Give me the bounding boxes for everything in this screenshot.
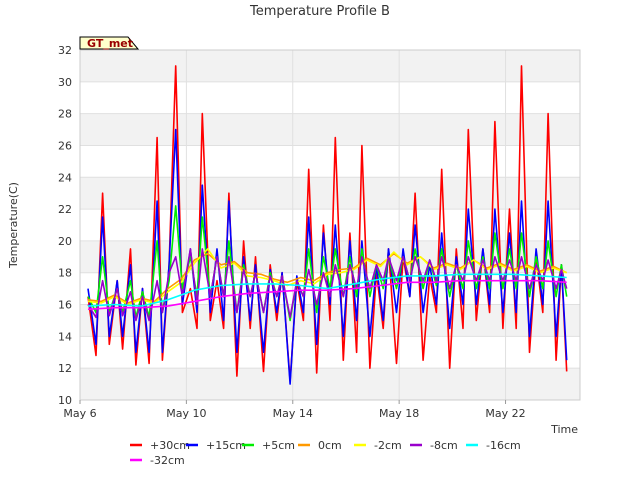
y-axis-ticks: 10 12 14 16 18 20 22 24 26 28 30 32 xyxy=(58,44,72,407)
series-line xyxy=(87,273,567,307)
series-layer xyxy=(87,65,568,385)
y-tick-label: 28 xyxy=(58,108,72,121)
x-tick-label: May 10 xyxy=(166,407,206,420)
legend-label: +5cm xyxy=(262,439,295,452)
x-axis-ticks: May 6 May 10 May 14 May 18 May 22 xyxy=(63,400,526,420)
legend-label: -8cm xyxy=(430,439,458,452)
y-tick-label: 22 xyxy=(58,203,72,216)
x-tick-label: May 22 xyxy=(485,407,525,420)
y-tick-label: 20 xyxy=(58,235,72,248)
x-tick-label: May 14 xyxy=(273,407,313,420)
series-line xyxy=(87,128,568,385)
legend: +30cm +15cm +5cm 0cm -2cm -8cm -16cm -32cm xyxy=(130,439,521,467)
y-tick-label: 32 xyxy=(58,44,72,57)
legend-label: +30cm xyxy=(150,439,190,452)
x-tick-label: May 6 xyxy=(63,407,96,420)
x-tick-label: May 18 xyxy=(379,407,419,420)
legend-label: +15cm xyxy=(206,439,246,452)
plot-frame xyxy=(79,49,581,401)
y-tick-label: 26 xyxy=(58,139,72,152)
background-band xyxy=(80,368,580,400)
legend-label: -2cm xyxy=(374,439,402,452)
background-band xyxy=(80,50,580,82)
station-label-box: GT_met xyxy=(79,36,140,50)
legend-label: -32cm xyxy=(150,454,185,467)
y-tick-label: 14 xyxy=(58,330,72,343)
plot-background xyxy=(80,50,580,400)
legend-label: -16cm xyxy=(486,439,521,452)
series-line xyxy=(87,279,567,311)
grid-lines xyxy=(79,49,580,401)
station-label: GT_met xyxy=(87,37,133,50)
y-tick-label: 30 xyxy=(58,76,72,89)
y-tick-label: 18 xyxy=(58,267,72,280)
y-tick-label: 16 xyxy=(58,299,72,312)
y-tick-label: 24 xyxy=(58,171,72,184)
chart-title: Temperature Profile B xyxy=(249,4,390,19)
y-axis-label: Temperature(C) xyxy=(7,182,20,269)
series-line xyxy=(87,252,568,304)
legend-label: 0cm xyxy=(318,439,342,452)
y-tick-label: 12 xyxy=(58,362,72,375)
background-band xyxy=(80,113,580,146)
y-tick-label: 10 xyxy=(58,394,72,407)
series-line xyxy=(87,248,567,306)
x-axis-label: Time xyxy=(550,423,578,436)
